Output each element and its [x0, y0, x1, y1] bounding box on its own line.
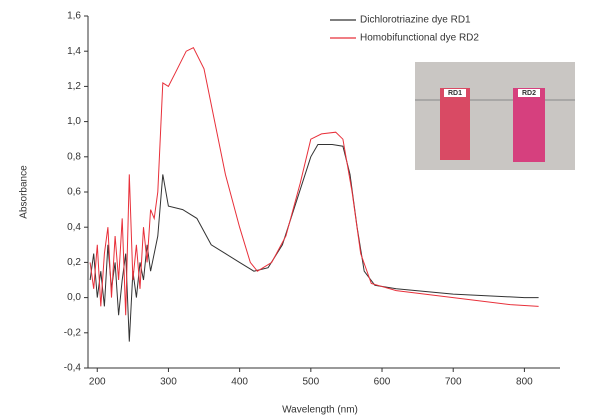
- y-tick-label: 1,0: [67, 116, 81, 127]
- series-line: [89, 144, 539, 342]
- x-axis-label: Wavelength (nm): [282, 405, 358, 416]
- y-tick-label: 1,4: [67, 46, 81, 57]
- x-tick-label: 800: [516, 377, 533, 388]
- y-axis-label: Absorbance: [19, 165, 30, 219]
- y-tick-label: 0,8: [67, 151, 81, 162]
- cuvette-tag: [518, 89, 540, 97]
- y-tick-label: 1,2: [67, 81, 81, 92]
- x-tick-label: 200: [89, 377, 106, 388]
- inset-photo: RD1 RD2: [415, 62, 575, 170]
- x-tick-label: 600: [374, 377, 391, 388]
- inset-label: RD1: [448, 90, 462, 97]
- legend-label: Dichlorotriazine dye RD1: [360, 15, 471, 26]
- y-tick-label: 1,6: [67, 11, 81, 22]
- cuvette-tag: [444, 89, 466, 97]
- cuvette-rd1: [440, 88, 470, 160]
- y-tick-label: 0,4: [67, 222, 81, 233]
- x-tick-label: 400: [231, 377, 248, 388]
- y-tick-label: 0,6: [67, 187, 81, 198]
- x-tick-label: 500: [302, 377, 319, 388]
- y-tick-label: -0,4: [64, 363, 82, 374]
- cuvette-rd2: [513, 88, 545, 162]
- x-tick-label: 700: [445, 377, 462, 388]
- x-tick-label: 300: [160, 377, 177, 388]
- y-tick-label: -0,2: [64, 327, 82, 338]
- series-line: [89, 47, 539, 316]
- y-tick-label: 0,0: [67, 292, 81, 303]
- legend-label: Homobifunctional dye RD2: [360, 33, 479, 44]
- inset-label: RD2: [522, 90, 536, 97]
- photo-background: [415, 62, 575, 170]
- y-tick-label: 0,2: [67, 257, 81, 268]
